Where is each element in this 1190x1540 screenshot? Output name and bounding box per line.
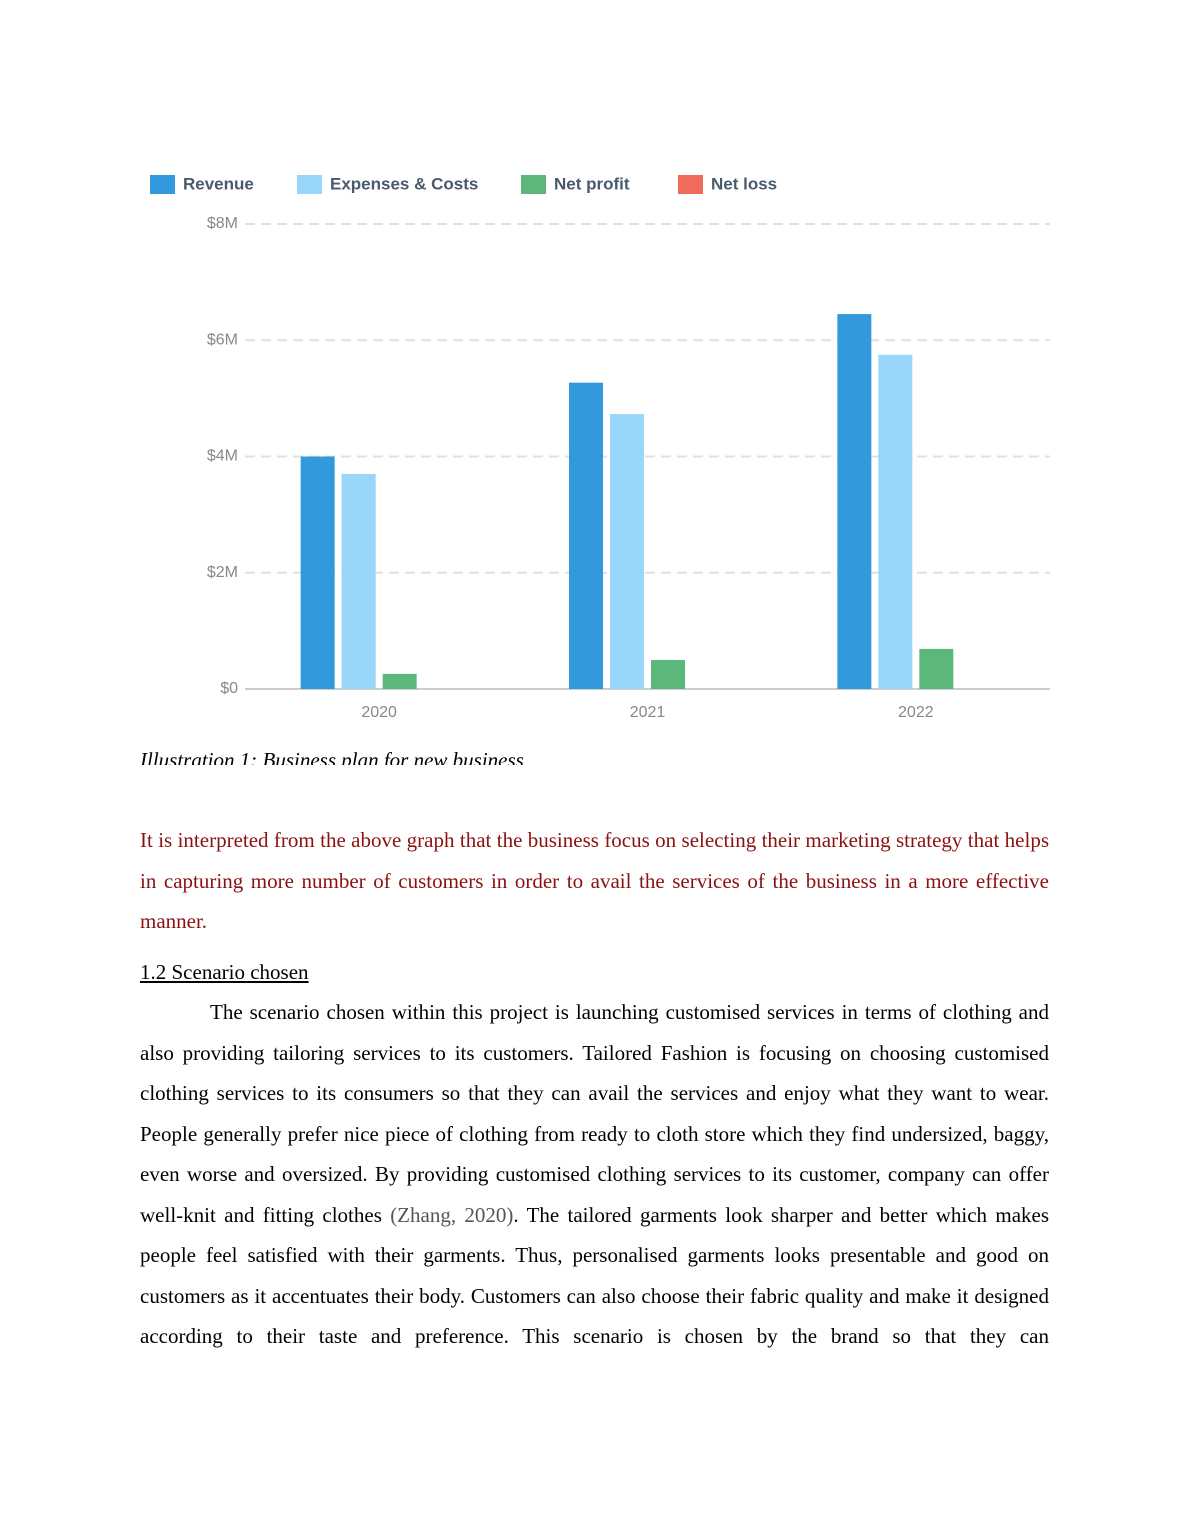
interpretation: It is interpreted from the above graph t… (140, 828, 1049, 933)
bar (341, 473, 376, 689)
legend-label: Net profit (554, 174, 630, 193)
bar (610, 414, 644, 689)
text: The scenario chosen within this project … (140, 1000, 1049, 1227)
chart: $0 $2M $4M $6M $8M Revenue Expenses & Costs Net… (150, 174, 1050, 721)
y-tick-label: $2M (207, 564, 238, 581)
legend-swatch (521, 175, 546, 194)
bar (878, 354, 913, 689)
bar (651, 659, 685, 689)
x-tick-label: 2020 (361, 704, 397, 721)
x-tick-label: 2022 (898, 704, 934, 721)
y-tick-label: $4M (207, 448, 238, 465)
legend-swatch (150, 175, 175, 194)
legend-swatch (297, 175, 322, 194)
bar (300, 456, 335, 689)
x-tick-label: 2021 (630, 704, 666, 721)
bar (382, 673, 417, 689)
text: . The tailored garments look sharper and… (140, 1202, 1050, 1349)
bar (569, 382, 603, 689)
legend-label: Revenue (183, 174, 254, 193)
y-tick-label: $8M (207, 215, 238, 232)
legend-label: Expenses & Costs (330, 174, 478, 193)
y-tick-label: $6M (207, 331, 238, 348)
paragraph: The scenario chosen within this project … (140, 992, 1049, 1357)
legend-label: Net loss (711, 174, 777, 193)
legend-swatch (678, 175, 703, 194)
bar (837, 314, 872, 689)
section-heading: 1.2 Scenario chosen (140, 960, 309, 984)
bar (919, 648, 954, 689)
caption: Illustration 1: Business plan for new bu… (140, 748, 524, 765)
y-tick-label: $0 (220, 680, 238, 697)
citation: (Zhang, 2020) (390, 1202, 514, 1227)
